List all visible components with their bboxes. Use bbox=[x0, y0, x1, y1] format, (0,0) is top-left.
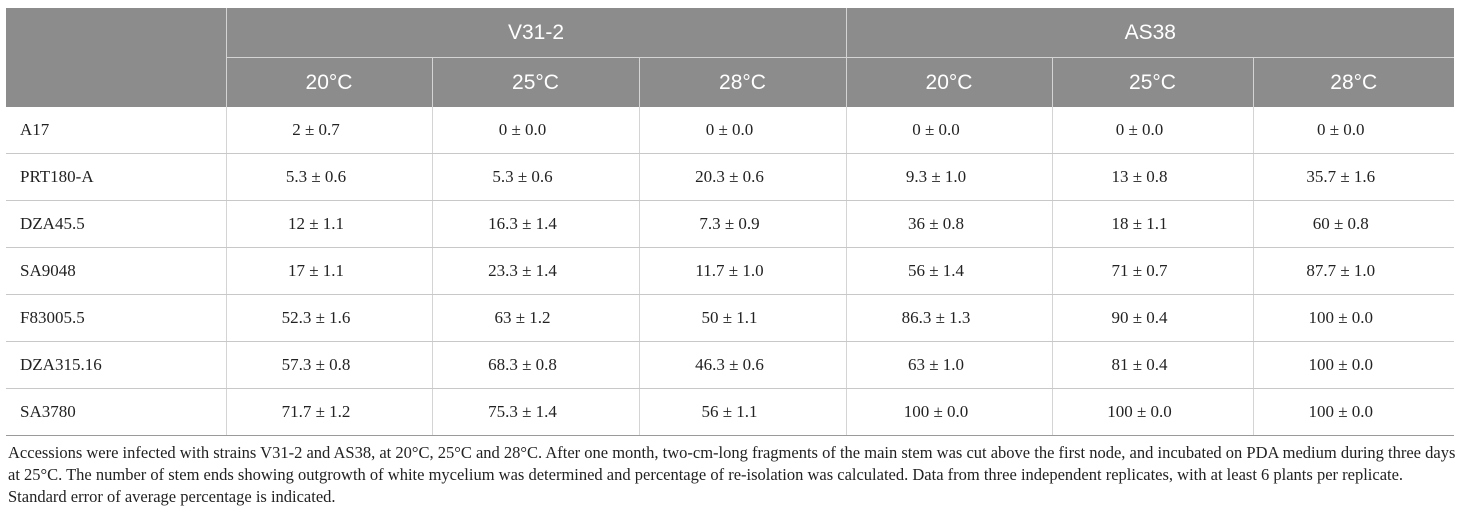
value-cell: 35.7 ± 1.6 bbox=[1253, 153, 1455, 201]
temperature-header: 25°C bbox=[432, 57, 640, 107]
value-cell: 17 ± 1.1 bbox=[226, 247, 433, 295]
value-cell: 81 ± 0.4 bbox=[1052, 341, 1254, 389]
value-cell: 23.3 ± 1.4 bbox=[432, 247, 640, 295]
value-cell: 11.7 ± 1.0 bbox=[639, 247, 847, 295]
value-cell: 36 ± 0.8 bbox=[846, 200, 1053, 248]
value-cell: 16.3 ± 1.4 bbox=[432, 200, 640, 248]
table-header: V31-2 AS38 20°C 25°C 28°C 20°C 25°C 28°C bbox=[6, 8, 1455, 107]
value-cell: 18 ± 1.1 bbox=[1052, 200, 1254, 248]
value-cell: 63 ± 1.0 bbox=[846, 341, 1053, 389]
table-row: SA3780 71.7 ± 1.2 75.3 ± 1.4 56 ± 1.1 100 ± … bbox=[6, 388, 1455, 436]
value-cell: 5.3 ± 0.6 bbox=[226, 153, 433, 201]
value-cell: 100 ± 0.0 bbox=[1052, 388, 1254, 436]
value-cell: 50 ± 1.1 bbox=[639, 294, 847, 342]
results-table-container: V31-2 AS38 20°C 25°C 28°C 20°C 25°C 28°C… bbox=[6, 8, 1456, 508]
value-cell: 100 ± 0.0 bbox=[1253, 294, 1455, 342]
accession-label: DZA315.16 bbox=[6, 341, 227, 389]
value-cell: 56 ± 1.4 bbox=[846, 247, 1053, 295]
table-row: PRT180-A 5.3 ± 0.6 5.3 ± 0.6 20.3 ± 0.6 9.3 … bbox=[6, 153, 1455, 201]
accession-label: PRT180-A bbox=[6, 153, 227, 201]
value-cell: 100 ± 0.0 bbox=[1253, 388, 1455, 436]
table-row: SA9048 17 ± 1.1 23.3 ± 1.4 11.7 ± 1.0 56 ± 1… bbox=[6, 247, 1455, 295]
value-cell: 100 ± 0.0 bbox=[846, 388, 1053, 436]
temperature-header: 20°C bbox=[846, 57, 1053, 107]
value-cell: 86.3 ± 1.3 bbox=[846, 294, 1053, 342]
value-cell: 71 ± 0.7 bbox=[1052, 247, 1254, 295]
temperature-header-row: 20°C 25°C 28°C 20°C 25°C 28°C bbox=[6, 57, 1455, 107]
accession-label: SA9048 bbox=[6, 247, 227, 295]
value-cell: 0 ± 0.0 bbox=[846, 107, 1053, 154]
temperature-header: 25°C bbox=[1052, 57, 1254, 107]
temperature-header: 28°C bbox=[639, 57, 847, 107]
value-cell: 0 ± 0.0 bbox=[639, 107, 847, 154]
value-cell: 9.3 ± 1.0 bbox=[846, 153, 1053, 201]
value-cell: 7.3 ± 0.9 bbox=[639, 200, 847, 248]
table-row: A17 2 ± 0.7 0 ± 0.0 0 ± 0.0 0 ± 0.0 0 ± 0.0 0 … bbox=[6, 107, 1455, 154]
corner-cell bbox=[6, 8, 227, 107]
table-caption: Accessions were infected with strains V3… bbox=[8, 443, 1456, 506]
value-cell: 0 ± 0.0 bbox=[1052, 107, 1254, 154]
value-cell: 63 ± 1.2 bbox=[432, 294, 640, 342]
strain-header-v31-2: V31-2 bbox=[226, 8, 847, 58]
table-row: DZA315.16 57.3 ± 0.8 68.3 ± 0.8 46.3 ± 0.6 6… bbox=[6, 341, 1455, 389]
value-cell: 2 ± 0.7 bbox=[226, 107, 433, 154]
temperature-header: 28°C bbox=[1253, 57, 1455, 107]
value-cell: 20.3 ± 0.6 bbox=[639, 153, 847, 201]
value-cell: 0 ± 0.0 bbox=[1253, 107, 1455, 154]
value-cell: 57.3 ± 0.8 bbox=[226, 341, 433, 389]
value-cell: 75.3 ± 1.4 bbox=[432, 388, 640, 436]
temperature-header: 20°C bbox=[226, 57, 433, 107]
accession-label: DZA45.5 bbox=[6, 200, 227, 248]
value-cell: 5.3 ± 0.6 bbox=[432, 153, 640, 201]
value-cell: 12 ± 1.1 bbox=[226, 200, 433, 248]
value-cell: 90 ± 0.4 bbox=[1052, 294, 1254, 342]
value-cell: 100 ± 0.0 bbox=[1253, 341, 1455, 389]
table-row: DZA45.5 12 ± 1.1 16.3 ± 1.4 7.3 ± 0.9 36 ± 0… bbox=[6, 200, 1455, 248]
value-cell: 13 ± 0.8 bbox=[1052, 153, 1254, 201]
value-cell: 71.7 ± 1.2 bbox=[226, 388, 433, 436]
value-cell: 60 ± 0.8 bbox=[1253, 200, 1455, 248]
value-cell: 87.7 ± 1.0 bbox=[1253, 247, 1455, 295]
accession-label: A17 bbox=[6, 107, 227, 154]
table-row: F83005.5 52.3 ± 1.6 63 ± 1.2 50 ± 1.1 86.3 ±… bbox=[6, 294, 1455, 342]
table-body: A17 2 ± 0.7 0 ± 0.0 0 ± 0.0 0 ± 0.0 0 ± 0.0 0 … bbox=[6, 107, 1455, 436]
accession-label: F83005.5 bbox=[6, 294, 227, 342]
value-cell: 68.3 ± 0.8 bbox=[432, 341, 640, 389]
strain-header-as38: AS38 bbox=[846, 8, 1455, 58]
strain-header-row: V31-2 AS38 bbox=[6, 8, 1455, 107]
reisolation-table: V31-2 AS38 20°C 25°C 28°C 20°C 25°C 28°C… bbox=[6, 8, 1455, 436]
value-cell: 56 ± 1.1 bbox=[639, 388, 847, 436]
value-cell: 52.3 ± 1.6 bbox=[226, 294, 433, 342]
value-cell: 0 ± 0.0 bbox=[432, 107, 640, 154]
accession-label: SA3780 bbox=[6, 388, 227, 436]
value-cell: 46.3 ± 0.6 bbox=[639, 341, 847, 389]
